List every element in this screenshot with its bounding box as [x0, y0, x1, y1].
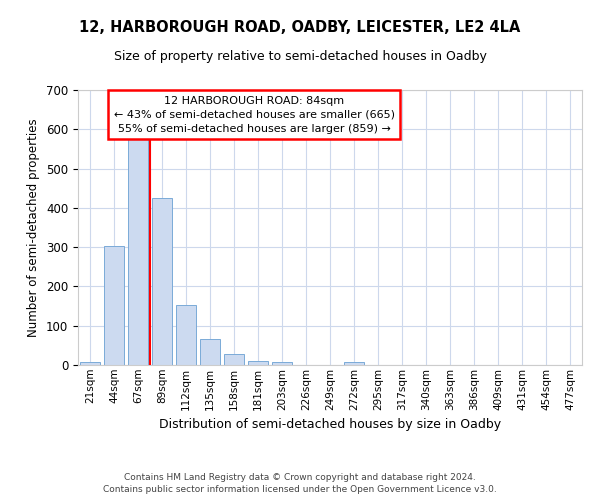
Bar: [128, 139, 148, 365]
Text: 12 HARBOROUGH ROAD: 84sqm
← 43% of semi-detached houses are smaller (665)
55% of: 12 HARBOROUGH ROAD: 84sqm ← 43% of semi-…: [114, 96, 395, 134]
Bar: [80, 362, 100, 365]
Bar: [248, 360, 268, 365]
Text: 12, HARBOROUGH ROAD, OADBY, LEICESTER, LE2 4LA: 12, HARBOROUGH ROAD, OADBY, LEICESTER, L…: [79, 20, 521, 35]
Text: Contains public sector information licensed under the Open Government Licence v3: Contains public sector information licen…: [103, 485, 497, 494]
Bar: [200, 340, 220, 365]
Bar: [344, 362, 364, 365]
Y-axis label: Number of semi-detached properties: Number of semi-detached properties: [28, 118, 40, 337]
Text: Size of property relative to semi-detached houses in Oadby: Size of property relative to semi-detach…: [113, 50, 487, 63]
Bar: [152, 198, 172, 365]
Text: Contains HM Land Registry data © Crown copyright and database right 2024.: Contains HM Land Registry data © Crown c…: [124, 472, 476, 482]
Bar: [272, 362, 292, 365]
Bar: [176, 306, 196, 365]
Bar: [224, 354, 244, 365]
X-axis label: Distribution of semi-detached houses by size in Oadby: Distribution of semi-detached houses by …: [159, 418, 501, 431]
Bar: [104, 246, 124, 365]
